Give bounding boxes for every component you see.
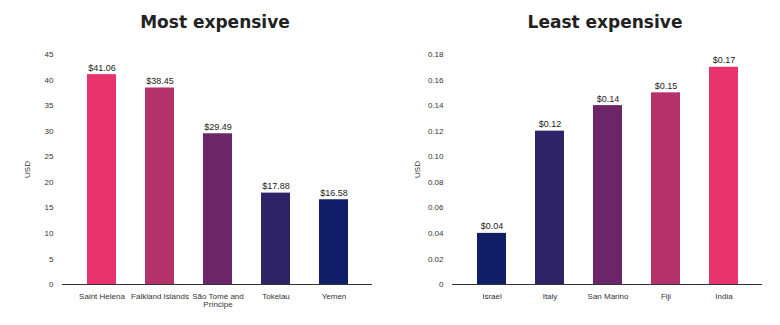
svg-text:0.08: 0.08	[428, 178, 444, 187]
svg-text:30: 30	[45, 127, 54, 136]
svg-text:40: 40	[45, 76, 54, 85]
svg-text:0.18: 0.18	[428, 50, 444, 59]
svg-text:45: 45	[45, 50, 54, 59]
svg-text:Italy: Italy	[543, 292, 558, 301]
html-text:Least expensive: Least expensive	[527, 12, 683, 32]
svg-text:$0.17: $0.17	[713, 55, 736, 65]
svg-text:$0.14: $0.14	[597, 93, 620, 103]
svg-text:0.06: 0.06	[428, 203, 444, 212]
svg-text:0: 0	[439, 280, 444, 289]
svg-text:$17.88: $17.88	[262, 181, 290, 191]
svg-text:0.12: 0.12	[428, 127, 444, 136]
svg-text:Falkland Islands: Falkland Islands	[131, 292, 189, 301]
svg-text:0.14: 0.14	[428, 101, 444, 110]
svg-text:Yemen: Yemen	[322, 292, 347, 301]
svg-text:0.16: 0.16	[428, 76, 444, 85]
svg-text:Saint Helena: Saint Helena	[79, 292, 125, 301]
svg-text:India: India	[715, 292, 733, 301]
svg-text:35: 35	[45, 101, 54, 110]
svg-text:Fiji: Fiji	[661, 292, 671, 301]
svg-text:Tokelau: Tokelau	[262, 292, 290, 301]
svg-text:$29.49: $29.49	[204, 122, 232, 132]
svg-text:San Marino: San Marino	[588, 292, 629, 301]
svg-text:$0.04: $0.04	[481, 221, 504, 231]
svg-text:0.02: 0.02	[428, 255, 444, 264]
svg-text:Israel: Israel	[482, 292, 502, 301]
svg-text:USD: USD	[23, 161, 32, 178]
svg-text:15: 15	[45, 203, 54, 212]
svg-text:$16.58: $16.58	[320, 188, 348, 198]
svg-text:São Tomé andPríncipe: São Tomé andPríncipe	[192, 292, 243, 309]
svg-text:$0.15: $0.15	[655, 81, 678, 91]
html-text:Most expensive: Most expensive	[140, 12, 290, 32]
svg-text:10: 10	[45, 229, 54, 238]
svg-text:25: 25	[45, 152, 54, 161]
svg-text:0.04: 0.04	[428, 229, 444, 238]
svg-text:$38.45: $38.45	[146, 76, 174, 86]
svg-text:5: 5	[49, 255, 54, 264]
svg-text:0: 0	[49, 280, 54, 289]
svg-text:20: 20	[45, 178, 54, 187]
svg-text:USD: USD	[413, 161, 422, 178]
svg-text:0.10: 0.10	[428, 152, 444, 161]
svg-text:$41.06: $41.06	[88, 63, 116, 73]
svg-text:$0.12: $0.12	[539, 119, 562, 129]
